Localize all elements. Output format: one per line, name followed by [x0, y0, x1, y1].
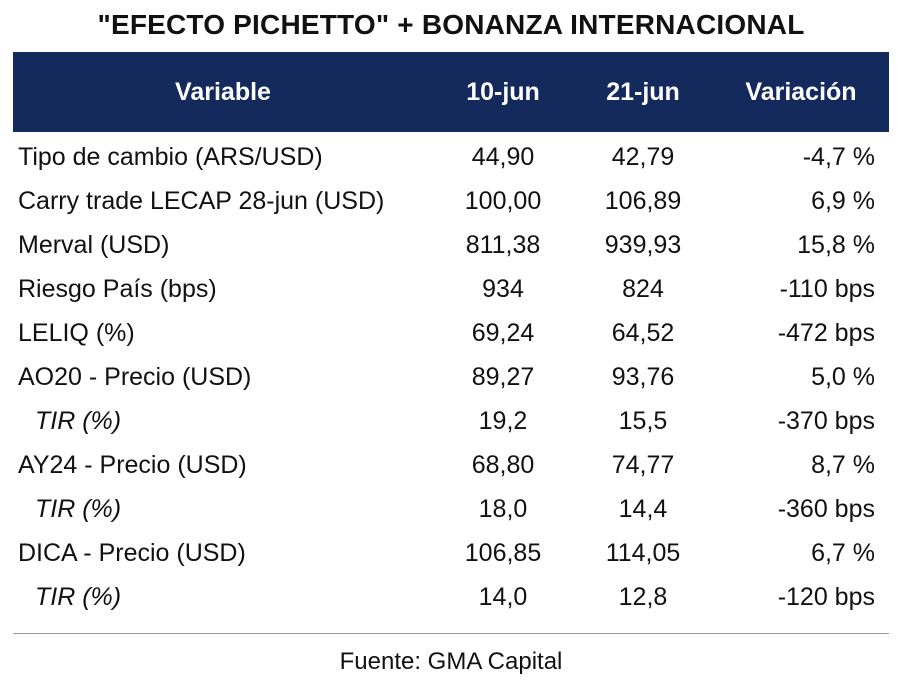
data-table: Variable 10-jun 21-jun Variación Tipo de… [13, 52, 889, 619]
row-value-date-1: 68,80 [471, 450, 535, 479]
row-value-date-2: 12,8 [618, 582, 668, 611]
row-change: 6,7 % [811, 538, 875, 567]
table-row: Merval (USD) 811,38 939,93 15,8 % [13, 223, 889, 267]
table-row: AO20 - Precio (USD) 89,27 93,76 5,0 % [13, 355, 889, 399]
row-label: TIR (%) [35, 406, 122, 435]
header-date-1: 10-jun [466, 77, 540, 106]
row-value-date-2: 106,89 [604, 186, 682, 215]
table-row: TIR (%) 19,2 15,5 -370 bps [13, 399, 889, 443]
table-row: TIR (%) 18,0 14,4 -360 bps [13, 487, 889, 531]
row-label: DICA - Precio (USD) [18, 538, 246, 567]
row-label: Carry trade LECAP 28-jun (USD) [18, 186, 385, 215]
row-change: -472 bps [777, 318, 875, 347]
row-value-date-2: 74,77 [611, 450, 675, 479]
row-value-date-1: 19,2 [478, 406, 528, 435]
table-row: LELIQ (%) 69,24 64,52 -472 bps [13, 311, 889, 355]
row-value-date-1: 934 [482, 274, 524, 303]
row-label: Tipo de cambio (ARS/USD) [18, 142, 323, 171]
row-value-date-2: 42,79 [611, 142, 675, 171]
row-label: Riesgo País (bps) [18, 274, 217, 303]
row-change: -120 bps [777, 582, 875, 611]
row-value-date-2: 15,5 [618, 406, 668, 435]
row-value-date-1: 89,27 [471, 362, 535, 391]
table-row: Riesgo País (bps) 934 824 -110 bps [13, 267, 889, 311]
row-change: -4,7 % [802, 142, 875, 171]
row-value-date-2: 93,76 [611, 362, 675, 391]
row-value-date-2: 14,4 [618, 494, 668, 523]
row-value-date-1: 106,85 [464, 538, 542, 567]
table-title: "EFECTO PICHETTO" + BONANZA INTERNACIONA… [97, 9, 805, 40]
row-value-date-1: 100,00 [464, 186, 542, 215]
row-change: 15,8 % [797, 230, 875, 259]
row-label: TIR (%) [35, 582, 122, 611]
header-variable: Variable [175, 77, 271, 106]
row-change: -110 bps [779, 274, 875, 303]
header-date-2: 21-jun [606, 77, 680, 106]
table-header: Variable 10-jun 21-jun Variación [13, 52, 889, 132]
row-label: Merval (USD) [18, 230, 170, 259]
row-value-date-1: 811,38 [465, 230, 541, 259]
row-value-date-1: 18,0 [478, 494, 528, 523]
table-body: Tipo de cambio (ARS/USD) 44,90 42,79 -4,7 %… [13, 132, 889, 619]
source-note: Fuente: GMA Capital [339, 648, 563, 675]
row-value-date-1: 44,90 [471, 142, 535, 171]
footer-divider [13, 633, 889, 634]
row-value-date-1: 14,0 [478, 582, 528, 611]
row-label: LELIQ (%) [18, 318, 135, 347]
row-change: -360 bps [777, 494, 875, 523]
row-value-date-2: 64,52 [611, 318, 675, 347]
table-row: Carry trade LECAP 28-jun (USD) 100,00 106,… [13, 179, 889, 223]
table-row: Tipo de cambio (ARS/USD) 44,90 42,79 -4,7 % [13, 135, 889, 179]
row-value-date-1: 69,24 [471, 318, 535, 347]
row-value-date-2: 939,93 [604, 230, 682, 259]
row-value-date-2: 824 [622, 274, 664, 303]
table-row: AY24 - Precio (USD) 68,80 74,77 8,7 % [13, 443, 889, 487]
row-change: -370 bps [777, 406, 875, 435]
header-change: Variación [745, 77, 857, 106]
row-label: TIR (%) [35, 494, 122, 523]
row-change: 5,0 % [811, 362, 875, 391]
table-row: TIR (%) 14,0 12,8 -120 bps [13, 575, 889, 619]
row-label: AY24 - Precio (USD) [18, 450, 247, 479]
row-value-date-2: 114,05 [605, 538, 681, 567]
row-change: 6,9 % [811, 186, 875, 215]
row-change: 8,7 % [811, 450, 875, 479]
table-row: DICA - Precio (USD) 106,85 114,05 6,7 % [13, 531, 889, 575]
row-label: AO20 - Precio (USD) [18, 362, 252, 391]
